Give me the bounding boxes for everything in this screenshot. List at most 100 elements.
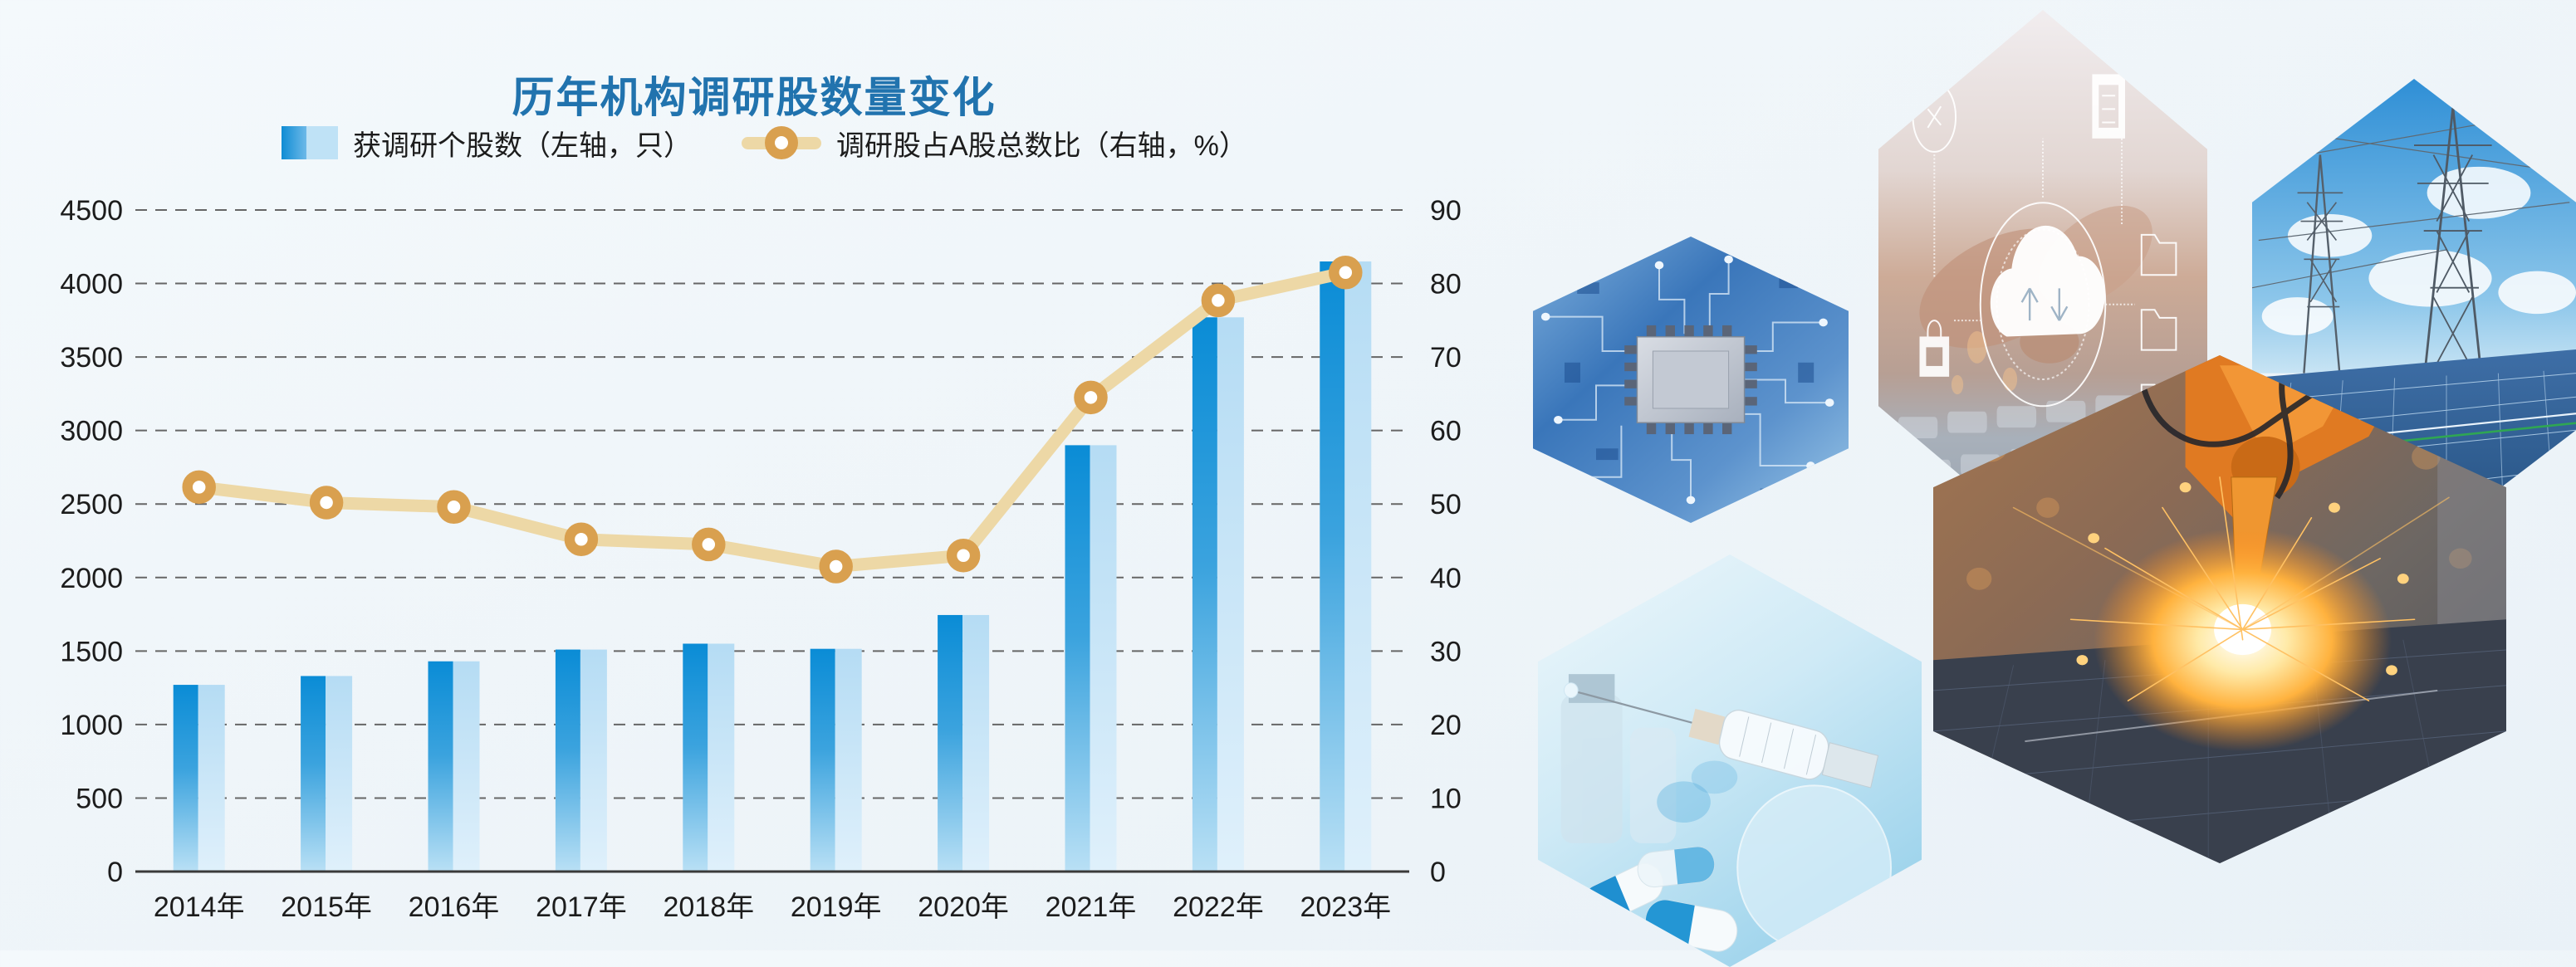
right-axis-tick: 0: [1430, 857, 1446, 888]
bar-dark: [301, 676, 326, 872]
glass-flask: [1737, 785, 1891, 950]
left-axis-tick: 3000: [60, 416, 123, 447]
bar-series-swatch: [282, 126, 338, 159]
bar-light: [835, 648, 862, 872]
bar-dark: [428, 661, 453, 872]
trend-marker: [437, 490, 471, 525]
needle: [1573, 691, 1692, 722]
plunger: [1822, 743, 1878, 788]
pylon-small: [2298, 155, 2343, 374]
hexagon-photo-circuit-chip: [1533, 237, 1849, 523]
bar-dark: [683, 643, 708, 872]
line-series: [182, 256, 1363, 584]
right-axis-tick: 90: [1430, 195, 1462, 227]
right-axis-tick: 60: [1430, 416, 1462, 447]
right-axis-tick: 50: [1430, 489, 1462, 520]
left-axis-tick: 2000: [60, 563, 123, 594]
trend-marker: [564, 522, 599, 556]
trend-marker: [1201, 283, 1236, 318]
bar-dark: [1065, 445, 1090, 872]
trend-marker: [946, 538, 981, 573]
legend-label-line: 调研股占A股总数比（右轴，%）: [836, 129, 1247, 162]
lock-icon: [1919, 320, 1950, 377]
bar-dark: [938, 614, 963, 872]
legend-item-line: 调研股占A股总数比（右轴，%）: [742, 125, 1247, 162]
left-axis-tick: 2500: [60, 489, 123, 520]
sparks: [2014, 477, 2449, 701]
trend-marker: [692, 527, 726, 562]
legend-item-bars: 获调研个股数（左轴，只）: [282, 125, 692, 162]
left-axis-tick: 4500: [60, 195, 123, 227]
trend-marker: [309, 486, 344, 520]
warm-bokeh: [1951, 331, 2018, 395]
bar-light: [962, 614, 990, 872]
trend-marker: [819, 549, 853, 584]
x-axis-category-label: 2019年: [791, 891, 882, 923]
x-axis-category-label: 2018年: [663, 891, 754, 923]
circuit-traces: [1545, 260, 1829, 501]
right-axis-tick: 40: [1430, 563, 1462, 594]
connector-lines: [1934, 139, 2135, 320]
pharmaceutical-art: [1538, 554, 1922, 967]
bar-swatch-light: [306, 126, 338, 159]
ring-marker-icon: [765, 126, 798, 159]
cloud-upload-icon: [1990, 225, 2105, 337]
left-axis-tick: 0: [107, 857, 123, 888]
hexagon-photo-pharma: [1538, 554, 1922, 967]
bar-light: [708, 643, 735, 872]
droplet: [1563, 681, 1579, 700]
bar-dark: [1320, 261, 1345, 872]
cpu-chip: [1624, 325, 1757, 435]
chip-pins: [1624, 325, 1757, 435]
scale-marks: [1740, 716, 1816, 774]
right-axis-tick: 20: [1430, 710, 1462, 741]
legend-label-bars: 获调研个股数（左轴，只）: [353, 129, 692, 162]
x-axis-category-label: 2021年: [1046, 891, 1137, 923]
x-axis-category-label: 2016年: [409, 891, 500, 923]
chart-title: 历年机构调研股数量变化: [512, 74, 997, 121]
bar-light: [326, 676, 353, 872]
right-axis-tick: 70: [1430, 342, 1462, 374]
bar-dark: [1192, 317, 1217, 872]
bar-light: [1217, 317, 1244, 872]
x-axis-category-label: 2023年: [1300, 891, 1391, 923]
bar-series: [173, 261, 1372, 872]
left-axis-tick: 1000: [60, 710, 123, 741]
blurred-vials: [1560, 674, 1738, 843]
syringe: [1559, 665, 1880, 796]
bar-light: [453, 661, 480, 872]
trend-marker: [182, 470, 216, 505]
x-axis-category-label: 2017年: [536, 891, 627, 923]
right-axis-tick: 80: [1430, 269, 1462, 300]
x-axis-category-label: 2020年: [918, 891, 1009, 923]
bar-light: [1344, 261, 1372, 872]
trend-marker: [1329, 256, 1363, 290]
left-axis-tick: 500: [76, 783, 123, 814]
needle-hub: [1688, 708, 1726, 745]
pylon-large: [2414, 107, 2492, 383]
left-axis-tick: 1500: [60, 636, 123, 667]
line-series-swatch: [742, 126, 821, 159]
clouds: [2261, 166, 2576, 335]
document-icon: [2092, 74, 2125, 139]
circuit-chip-art: [1533, 237, 1849, 523]
bar-light: [198, 685, 225, 872]
bar-light: [580, 649, 607, 872]
right-axis-tick: 10: [1430, 783, 1462, 814]
left-axis-tick: 3500: [60, 342, 123, 374]
right-axis-tick: 30: [1430, 636, 1462, 667]
bar-dark: [810, 648, 835, 872]
bar-light: [1090, 445, 1117, 872]
x-axis-category-label: 2022年: [1173, 891, 1264, 923]
bar-swatch-dark: [282, 126, 306, 159]
bar-dark: [173, 685, 198, 872]
x-axis-category-label: 2015年: [281, 891, 372, 923]
bar-dark: [555, 649, 580, 872]
left-axis-tick: 4000: [60, 269, 123, 300]
trend-line: [193, 266, 1352, 573]
trend-marker: [1074, 380, 1108, 415]
spark-dots: [2076, 482, 2409, 676]
